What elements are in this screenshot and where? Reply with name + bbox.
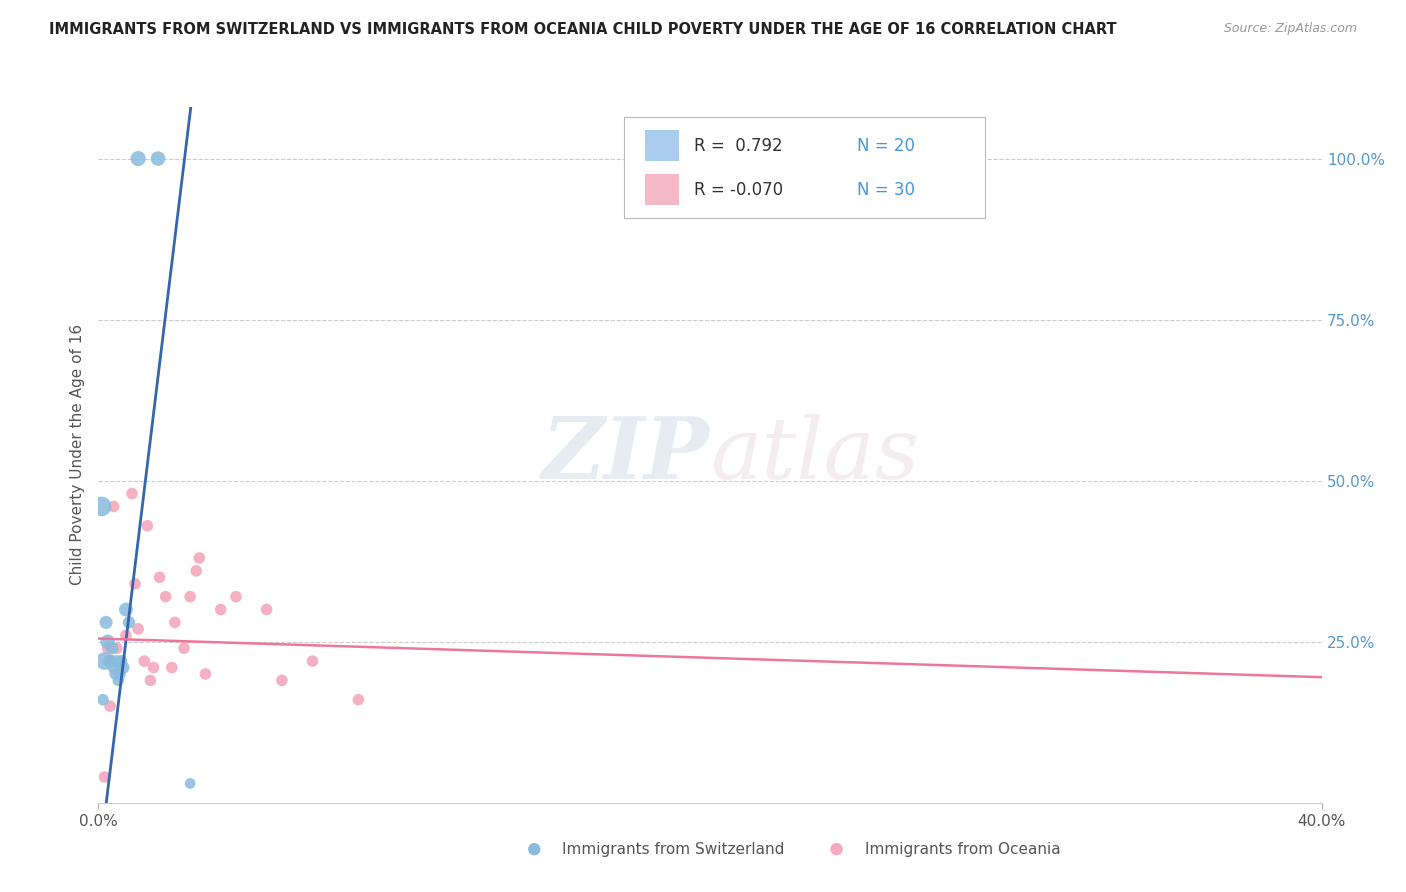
Y-axis label: Child Poverty Under the Age of 16: Child Poverty Under the Age of 16	[70, 325, 86, 585]
Point	[105, 654, 128, 668]
Text: R = -0.070: R = -0.070	[695, 180, 783, 199]
Point	[97, 641, 120, 656]
Point	[100, 654, 122, 668]
Point	[225, 590, 247, 604]
Point	[110, 654, 132, 668]
Point	[134, 654, 156, 668]
Point	[186, 564, 208, 578]
Point	[188, 551, 211, 566]
Point	[121, 486, 143, 500]
Text: Source: ZipAtlas.com: Source: ZipAtlas.com	[1223, 22, 1357, 36]
Point	[347, 692, 370, 706]
Point	[523, 842, 546, 856]
FancyBboxPatch shape	[645, 130, 679, 161]
Point	[108, 660, 131, 674]
Text: IMMIGRANTS FROM SWITZERLAND VS IMMIGRANTS FROM OCEANIA CHILD POVERTY UNDER THE A: IMMIGRANTS FROM SWITZERLAND VS IMMIGRANT…	[49, 22, 1116, 37]
Point	[825, 842, 848, 856]
FancyBboxPatch shape	[645, 175, 679, 205]
Point	[115, 602, 138, 616]
Point	[179, 590, 201, 604]
Point	[270, 673, 294, 688]
Point	[103, 500, 125, 514]
Text: R =  0.792: R = 0.792	[695, 137, 783, 155]
Point	[93, 770, 115, 784]
Point	[111, 660, 134, 674]
Point	[160, 660, 183, 674]
Point	[146, 152, 169, 166]
Point	[127, 152, 149, 166]
Point	[98, 654, 121, 668]
Point	[155, 590, 177, 604]
Point	[103, 660, 125, 674]
Point	[115, 628, 138, 642]
Text: N = 20: N = 20	[856, 137, 915, 155]
Point	[173, 641, 195, 656]
Point	[209, 602, 232, 616]
Point	[100, 654, 122, 668]
Point	[139, 673, 162, 688]
Text: atlas: atlas	[710, 414, 920, 496]
Point	[104, 667, 127, 681]
Point	[127, 622, 149, 636]
Point	[194, 667, 217, 681]
Point	[256, 602, 278, 616]
Point	[101, 641, 124, 656]
FancyBboxPatch shape	[624, 118, 986, 219]
Text: Immigrants from Oceania: Immigrants from Oceania	[865, 842, 1060, 856]
Text: N = 30: N = 30	[856, 180, 915, 199]
Point	[105, 641, 128, 656]
Point	[301, 654, 323, 668]
Point	[90, 500, 112, 514]
Point	[179, 776, 201, 790]
Point	[149, 570, 172, 584]
Point	[93, 654, 115, 668]
Point	[142, 660, 165, 674]
Text: Immigrants from Switzerland: Immigrants from Switzerland	[562, 842, 785, 856]
Point	[94, 615, 117, 630]
Text: ZIP: ZIP	[543, 413, 710, 497]
Point	[108, 667, 131, 681]
Point	[124, 576, 146, 591]
Point	[107, 673, 129, 688]
Point	[91, 692, 114, 706]
Point	[118, 615, 141, 630]
Point	[98, 699, 121, 714]
Point	[136, 518, 159, 533]
Point	[97, 634, 120, 648]
Point	[163, 615, 186, 630]
